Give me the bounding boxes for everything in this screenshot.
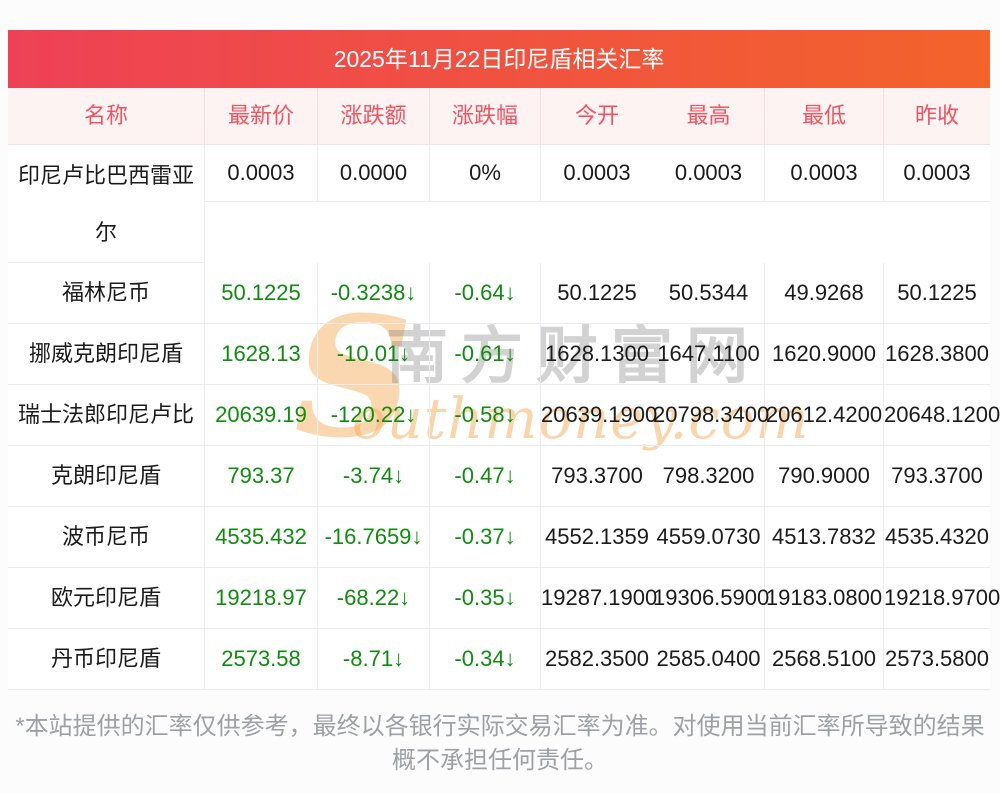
cell-low: 1620.9000 (765, 324, 884, 384)
cell-latest: 20639.19 (205, 385, 318, 445)
cell-change-pct: -0.34↓ (430, 629, 541, 689)
table-row: 挪威克朗印尼盾 1628.13 -10.01↓ -0.61↓ 1628.1300… (8, 324, 990, 385)
cell-high: 2585.0400 (653, 629, 765, 689)
cell-change: -3.74↓ (318, 446, 430, 506)
disclaimer-line-2: 概不承担任何责任。 (392, 747, 608, 774)
table-body: 福林尼币 50.1225 -0.3238↓ -0.64↓ 50.1225 50.… (8, 263, 1000, 690)
cell-change: -8.71↓ (318, 629, 430, 689)
cell-change: -10.01↓ (318, 324, 430, 384)
cell-open: 19287.1900 (541, 585, 658, 610)
cell-name: 挪威克朗印尼盾 (8, 324, 205, 384)
cell-prev-close: 4535.4320 (885, 524, 989, 549)
cell-high: 1647.1100 (653, 324, 765, 384)
table-row: 印尼卢比巴西雷亚尔 0.0003 0.0000 0% 0.0003 0.0003… (8, 145, 990, 263)
table-row: 克朗印尼盾 793.37 -3.74↓ -0.47↓ 793.3700 798.… (8, 446, 990, 507)
cell-name: 瑞士法郎印尼卢比 (8, 385, 205, 445)
cell-latest: 0.0003 (205, 145, 318, 201)
cell-high: 19306.5900 (653, 568, 769, 628)
cell-name: 印尼卢比巴西雷亚尔 (8, 145, 205, 263)
cell-name: 丹币印尼盾 (8, 629, 205, 689)
cell-change-pct: -0.37↓ (430, 507, 541, 567)
column-header-low: 最低 (765, 88, 884, 144)
cell-change-pct: -0.64↓ (430, 263, 541, 323)
cell-latest: 50.1225 (205, 263, 318, 323)
cell-change-pct: -0.47↓ (430, 446, 541, 506)
column-header-name: 名称 (8, 88, 205, 144)
cell-name: 波币尼币 (8, 507, 205, 567)
cell-prev-close: 1628.3800 (885, 341, 989, 366)
column-header-open: 今开 (574, 103, 619, 128)
cell-latest: 1628.13 (205, 324, 318, 384)
table-title-banner: 2025年11月22日印尼盾相关汇率 (8, 30, 990, 88)
cell-latest: 19218.97 (205, 568, 318, 628)
column-header-prev-close: 昨收 (914, 103, 959, 128)
table-row: 丹币印尼盾 2573.58 -8.71↓ -0.34↓ 2582.3500 25… (8, 629, 990, 690)
cell-low: 19183.0800 (765, 568, 884, 628)
column-header-high: 最高 (653, 88, 765, 144)
cell-low: 49.9268 (765, 263, 884, 323)
disclaimer: *本站提供的汇率仅供参考，最终以各银行实际交易汇率为准。对使用当前汇率所导致的结… (0, 710, 1000, 778)
table-header-row: 名称 最新价 涨跌额 涨跌幅 今开 最高 最低 昨收 (8, 88, 990, 145)
cell-open: 793.3700 (551, 463, 643, 488)
cell-open: 4552.1359 (545, 524, 649, 549)
cell-change-pct: -0.61↓ (430, 324, 541, 384)
cell-prev-close: 20648.1200 (884, 402, 1000, 427)
cell-low: 2568.5100 (765, 629, 884, 689)
cell-low: 790.9000 (765, 446, 884, 506)
cell-open: 2582.3500 (545, 646, 649, 671)
disclaimer-line-1: *本站提供的汇率仅供参考，最终以各银行实际交易汇率为准。对使用当前汇率所导致的结… (15, 713, 985, 740)
cell-prev-close: 19218.9700 (884, 585, 1000, 610)
column-header-change: 涨跌额 (318, 88, 430, 144)
cell-low: 20612.4200 (765, 385, 884, 445)
cell-change: -16.7659↓ (318, 507, 430, 567)
cell-name: 克朗印尼盾 (8, 446, 205, 506)
column-header-change-pct: 涨跌幅 (430, 88, 541, 144)
cell-high: 50.5344 (653, 263, 765, 323)
cell-change: 0.0000 (318, 145, 430, 201)
table-title: 2025年11月22日印尼盾相关汇率 (333, 46, 665, 72)
table-row: 欧元印尼盾 19218.97 -68.22↓ -0.35↓ 19287.1900… (8, 568, 1000, 629)
column-header-latest: 最新价 (205, 88, 318, 144)
cell-low: 0.0003 (765, 145, 884, 201)
cell-latest: 793.37 (205, 446, 318, 506)
cell-high: 0.0003 (653, 145, 765, 201)
row-values: 0.0003 0.0000 0% 0.0003 0.0003 0.0003 0.… (205, 145, 990, 263)
cell-latest: 2573.58 (205, 629, 318, 689)
empty-area (205, 202, 990, 262)
cell-latest: 4535.432 (205, 507, 318, 567)
cell-prev-close: 50.1225 (897, 280, 977, 305)
cell-change-pct: -0.35↓ (430, 568, 541, 628)
cell-prev-close: 2573.5800 (885, 646, 989, 671)
rates-table: S 南方财富网 outhmoney.com 2025年11月22日印尼盾相关汇率… (8, 30, 1000, 690)
cell-high: 4559.0730 (653, 507, 765, 567)
cell-change-pct: -0.58↓ (430, 385, 541, 445)
cell-change-pct: 0% (430, 145, 541, 201)
cell-open: 1628.1300 (545, 341, 649, 366)
cell-high: 798.3200 (653, 446, 765, 506)
table-row: 福林尼币 50.1225 -0.3238↓ -0.64↓ 50.1225 50.… (8, 263, 990, 324)
cell-open: 20639.1900 (541, 402, 658, 427)
row-values-top: 0.0003 0.0000 0% 0.0003 0.0003 0.0003 0.… (205, 145, 990, 202)
cell-name: 福林尼币 (8, 263, 205, 323)
cell-low: 4513.7832 (765, 507, 884, 567)
cell-open: 0.0003 (563, 160, 631, 185)
table-row: 瑞士法郎印尼卢比 20639.19 -120.22↓ -0.58↓ 20639.… (8, 385, 1000, 446)
cell-prev-close: 0.0003 (903, 160, 971, 185)
cell-change: -68.22↓ (318, 568, 430, 628)
cell-open: 50.1225 (557, 280, 637, 305)
cell-change: -0.3238↓ (318, 263, 430, 323)
cell-name: 欧元印尼盾 (8, 568, 205, 628)
cell-change: -120.22↓ (318, 385, 430, 445)
cell-prev-close: 793.3700 (891, 463, 983, 488)
table-row: 波币尼币 4535.432 -16.7659↓ -0.37↓ 4552.1359… (8, 507, 990, 568)
cell-high: 20798.3400 (653, 385, 769, 445)
